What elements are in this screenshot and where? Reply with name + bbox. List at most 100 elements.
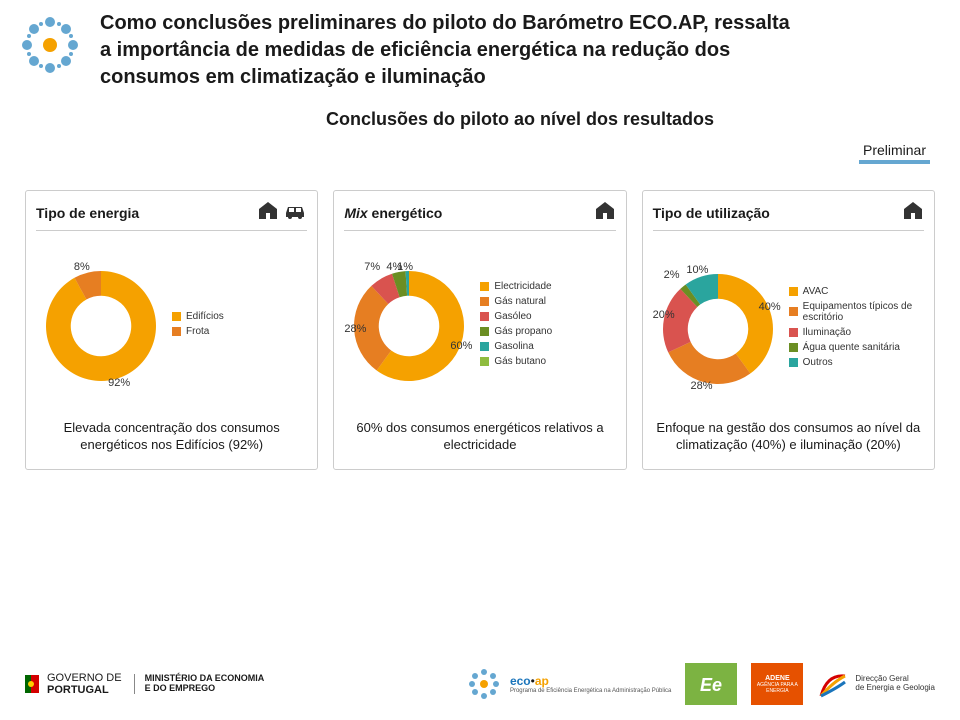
min-line2: E DO EMPREGO [145, 683, 216, 693]
legend-item: Gás natural [480, 296, 615, 307]
eco-subtitle: Programa de Eficiência Energética na Adm… [510, 688, 671, 694]
panel-icons [257, 200, 307, 225]
legend: AVAC Equipamentos típicos de escritório … [789, 286, 924, 372]
legend-label: Frota [186, 326, 209, 337]
donut-pct-label: 40% [759, 301, 781, 313]
footer-right: eco•ap Programa de Eficiência Energética… [464, 663, 935, 705]
panel: Tipo de utilização 40%28%20%2%10% AVAC E… [642, 190, 935, 470]
ap-word: ap [535, 674, 549, 688]
legend-label: Gasóleo [494, 311, 531, 322]
eco-text: eco•ap [510, 674, 671, 688]
donut-pct-label: 28% [344, 323, 366, 335]
dgeg-line2: de Energia e Geologia [855, 683, 935, 692]
legend-item: Iluminação [789, 327, 924, 338]
house-icon [257, 200, 279, 225]
adene-sub: AGÊNCIA PARA A ENERGIA [751, 682, 803, 694]
chart-row: 60%28%7%4%1% Electricidade Gás natural G… [344, 241, 615, 411]
donut-pct-label: 10% [686, 264, 708, 276]
eco-logo: eco•ap Programa de Eficiência Energética… [464, 664, 671, 704]
donut-pct-label: 20% [653, 309, 675, 321]
donut-chart: 60%28%7%4%1% [344, 261, 474, 391]
legend-item: Gasolina [480, 341, 615, 352]
title-line3: consumos em climatização e iluminação [100, 66, 486, 88]
panel: Tipo de energia 92%8% Edifícios Frota El… [25, 190, 318, 470]
chart-row: 92%8% Edifícios Frota [36, 241, 307, 411]
legend-swatch [480, 297, 489, 306]
donut-pct-label: 60% [450, 340, 472, 352]
legend-swatch [789, 307, 798, 316]
min-line1: MINISTÉRIO DA ECONOMIA [145, 673, 265, 683]
title-line2: a importância de medidas de eficiência e… [100, 39, 730, 61]
flower-logo-icon [15, 10, 85, 80]
gov-line2: PORTUGAL [47, 684, 109, 696]
donut-pct-label: 7% [364, 261, 380, 273]
legend-swatch [480, 342, 489, 351]
panel-caption: Enfoque na gestão dos consumos ao nível … [653, 419, 924, 454]
title-line1: Como conclusões preliminares do piloto d… [100, 12, 790, 34]
legend-item: Frota [172, 326, 307, 337]
legend-label: Água quente sanitária [803, 342, 900, 353]
gov-text: GOVERNO DE PORTUGAL [47, 672, 122, 696]
ministry-text: MINISTÉRIO DA ECONOMIA E DO EMPREGO [134, 674, 265, 694]
house-icon [902, 200, 924, 225]
legend-item: Edifícios [172, 311, 307, 322]
legend-swatch [789, 343, 798, 352]
house-icon [594, 200, 616, 225]
legend-label: Gasolina [494, 341, 533, 352]
panel-icons [594, 200, 616, 225]
legend: Edifícios Frota [172, 311, 307, 341]
ee-icon: Ee [698, 671, 724, 697]
legend-swatch [172, 327, 181, 336]
panel-icons [902, 200, 924, 225]
panel-header: Tipo de utilização [653, 201, 924, 231]
flower-small-icon [464, 664, 504, 704]
legend-item: Gás butano [480, 356, 615, 367]
legend-label: AVAC [803, 286, 829, 297]
legend-item: Gasóleo [480, 311, 615, 322]
page-header: Como conclusões preliminares do piloto d… [0, 0, 960, 130]
panels-row: Tipo de energia 92%8% Edifícios Frota El… [0, 130, 960, 470]
gov-line1: GOVERNO DE [47, 672, 122, 684]
panel-title: Tipo de energia [36, 205, 139, 221]
legend-label: Iluminação [803, 327, 851, 338]
legend-label: Outros [803, 357, 833, 368]
svg-text:Ee: Ee [700, 675, 722, 695]
legend-label: Equipamentos típicos de escritório [803, 301, 924, 323]
legend-label: Gás natural [494, 296, 546, 307]
donut-pct-label: 92% [108, 377, 130, 389]
portugal-flag-icon [25, 675, 39, 693]
legend-swatch [789, 287, 798, 296]
legend-label: Gás butano [494, 356, 546, 367]
legend-label: Edifícios [186, 311, 224, 322]
footer: GOVERNO DE PORTUGAL MINISTÉRIO DA ECONOM… [0, 663, 960, 705]
panel-header: Mix energético [344, 201, 615, 231]
legend-swatch [480, 327, 489, 336]
chart-row: 40%28%20%2%10% AVAC Equipamentos típicos… [653, 241, 924, 417]
legend-swatch [480, 312, 489, 321]
donut-slice [668, 342, 750, 384]
panel-caption: 60% dos consumos energéticos relativos a… [344, 419, 615, 454]
legend-item: Equipamentos típicos de escritório [789, 301, 924, 323]
donut-pct-label: 1% [397, 261, 413, 273]
title-block: Como conclusões preliminares do piloto d… [100, 10, 940, 130]
adene-badge: ADENE AGÊNCIA PARA A ENERGIA [751, 663, 803, 705]
donut-pct-label: 2% [664, 269, 680, 281]
legend-label: Gás propano [494, 326, 552, 337]
panel: Mix energético 60%28%7%4%1% Electricidad… [333, 190, 626, 470]
legend: Electricidade Gás natural Gasóleo Gás pr… [480, 281, 615, 371]
page-subtitle: Conclusões do piloto ao nível dos result… [100, 109, 940, 130]
gov-logo: GOVERNO DE PORTUGAL [25, 672, 122, 696]
legend-item: Electricidade [480, 281, 615, 292]
dgeg-text: Direcção Geral de Energia e Geologia [855, 675, 935, 693]
legend-item: Gás propano [480, 326, 615, 337]
legend-swatch [172, 312, 181, 321]
ee-badge: Ee [685, 663, 737, 705]
panel-title: Mix energético [344, 205, 442, 221]
donut-chart: 92%8% [36, 261, 166, 391]
dgeg-line1: Direcção Geral [855, 674, 908, 683]
adene-name: ADENE [765, 675, 790, 682]
house-icon [283, 200, 307, 225]
panel-title: Tipo de utilização [653, 205, 770, 221]
legend-swatch [480, 357, 489, 366]
legend-label: Electricidade [494, 281, 551, 292]
